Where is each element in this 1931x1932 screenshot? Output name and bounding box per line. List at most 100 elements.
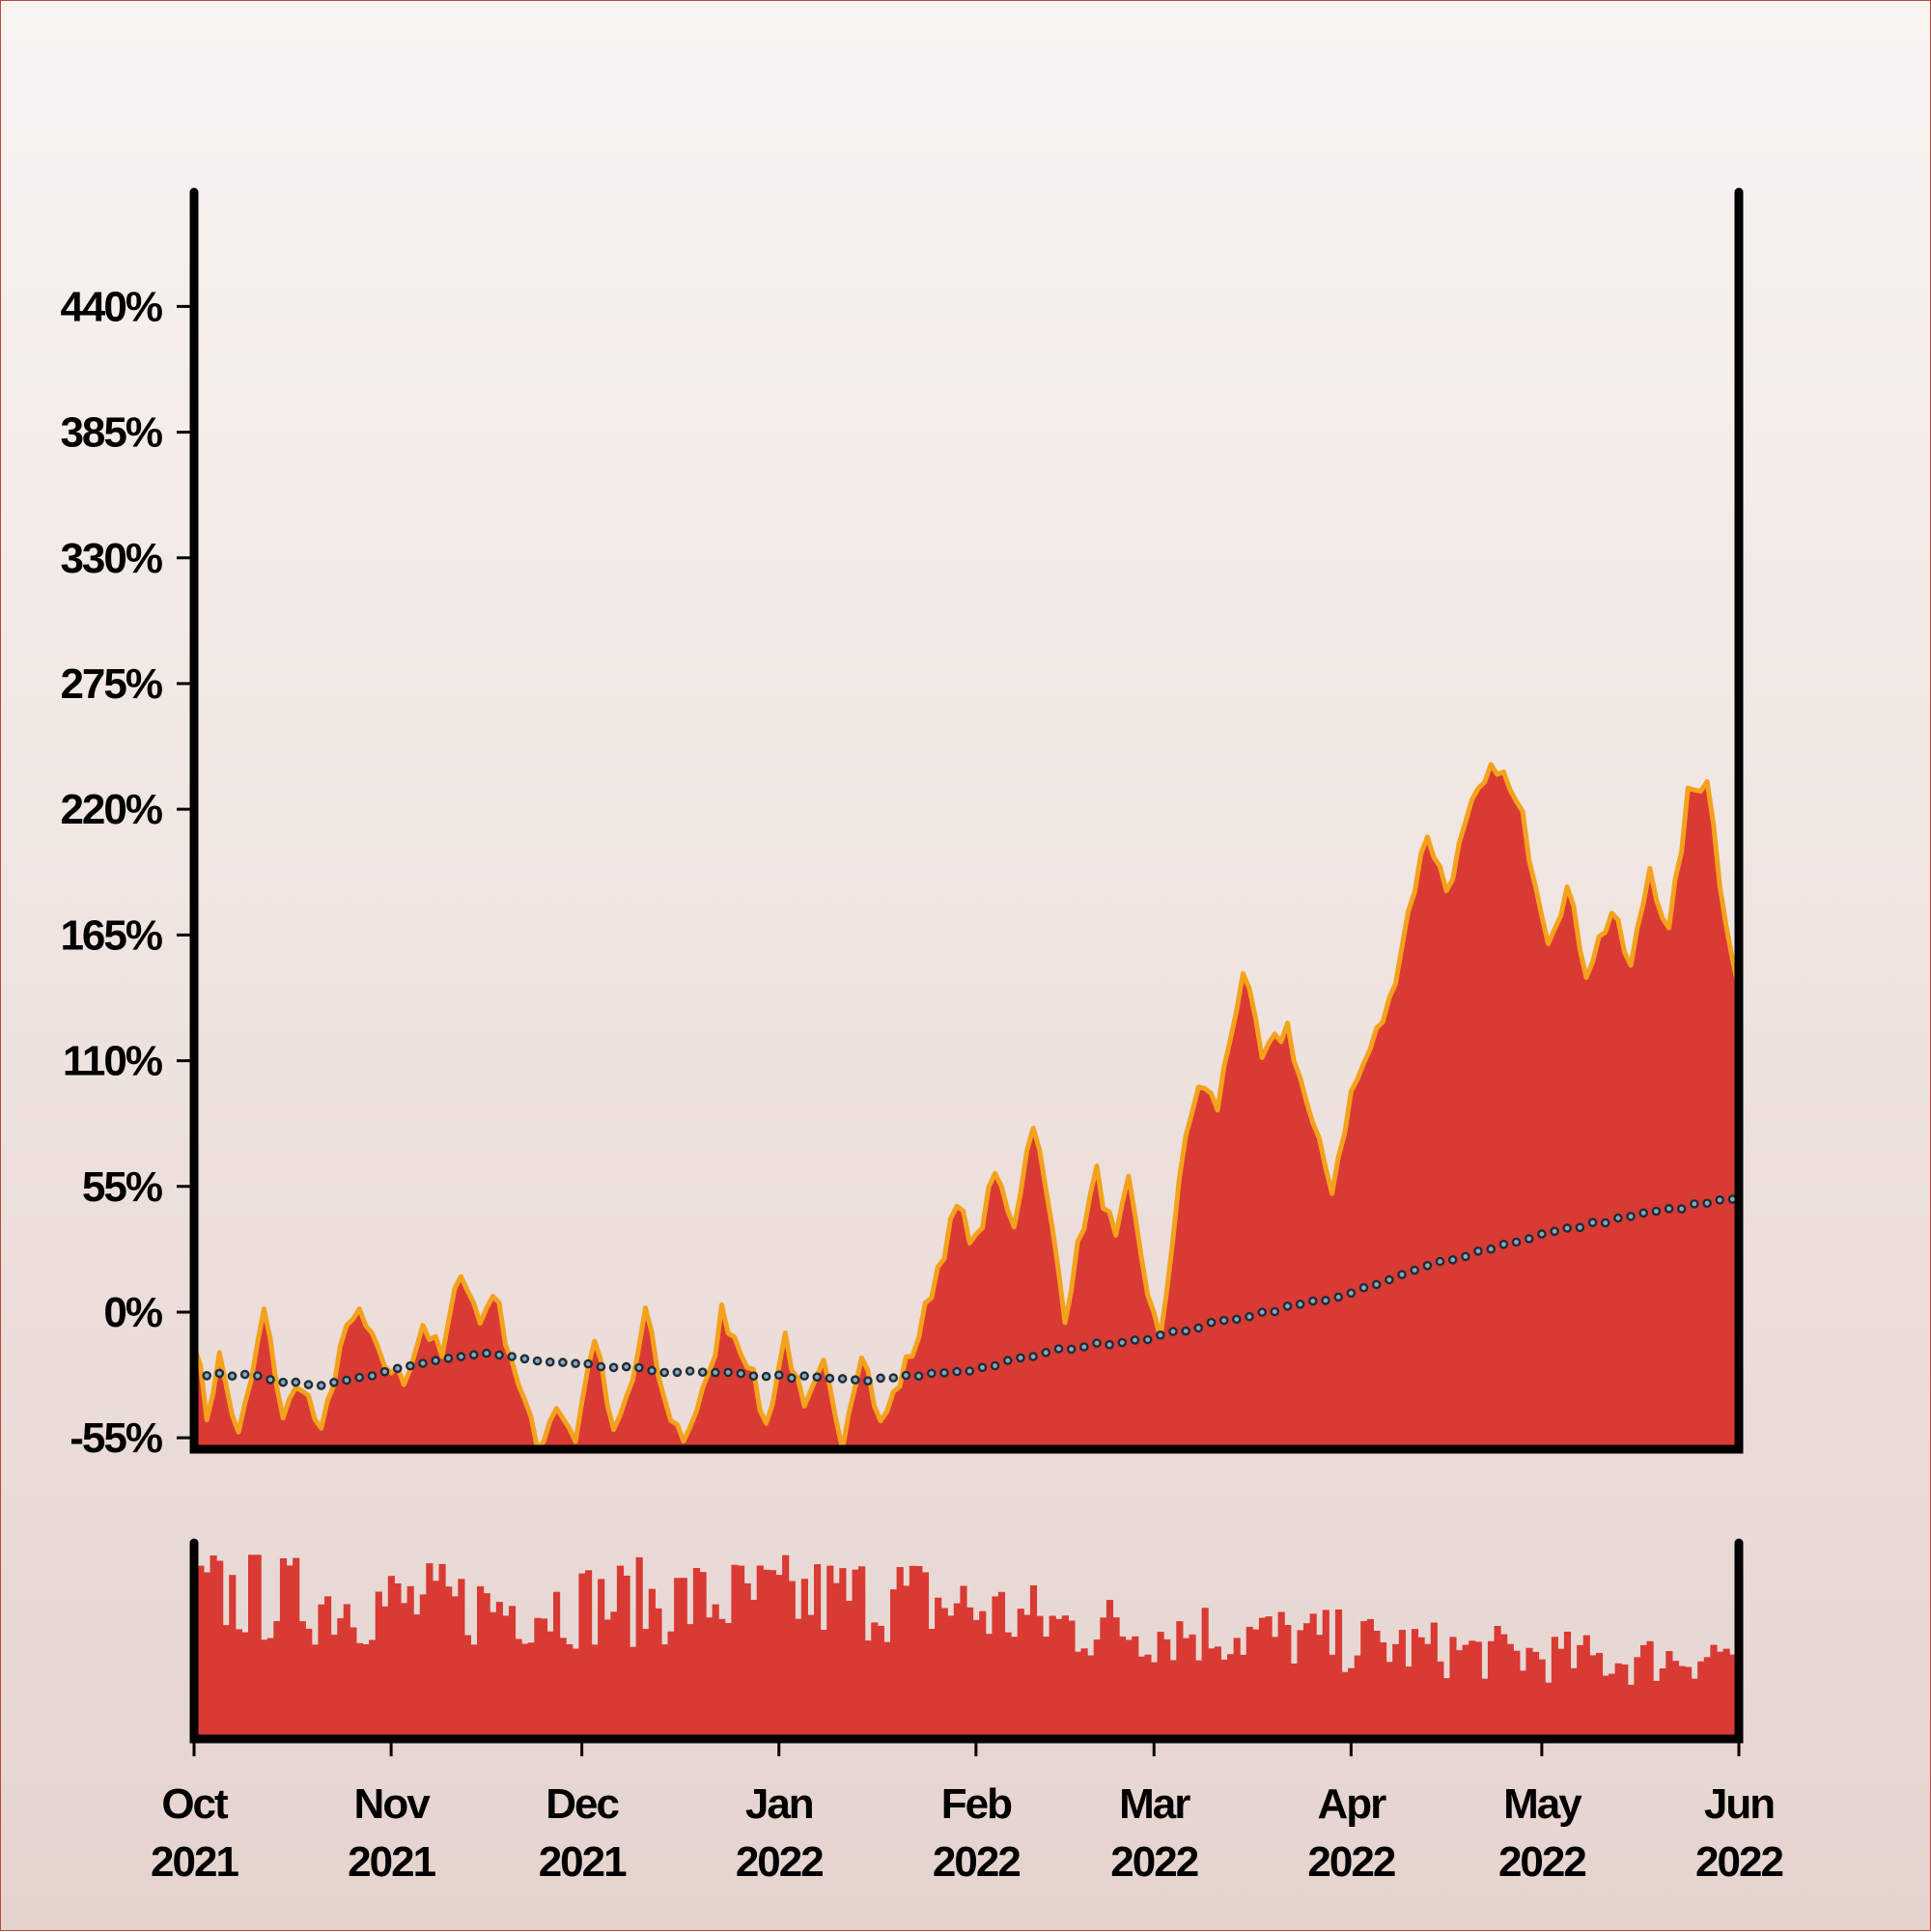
moving-average-point bbox=[774, 1370, 784, 1380]
moving-average-point bbox=[1600, 1218, 1610, 1228]
moving-average-point bbox=[1422, 1261, 1433, 1271]
volume-bar bbox=[502, 1615, 510, 1739]
x-tick-label-month: Jan bbox=[745, 1780, 813, 1828]
moving-average-point bbox=[977, 1362, 988, 1373]
volume-bar bbox=[814, 1564, 822, 1739]
moving-average-point bbox=[1308, 1296, 1318, 1306]
volume-bar bbox=[997, 1591, 1006, 1739]
y-axis: -55% 0% 55% 110% 165% 220% 275% 330% 385% 440% bbox=[60, 283, 194, 1462]
moving-average-point bbox=[583, 1358, 594, 1369]
volume-bar bbox=[972, 1619, 980, 1739]
volume-bar bbox=[935, 1597, 942, 1739]
volume-bar bbox=[1481, 1678, 1489, 1739]
moving-average-point bbox=[1270, 1306, 1280, 1317]
moving-average-point bbox=[507, 1352, 518, 1361]
volume-bar bbox=[1424, 1643, 1432, 1739]
volume-bar bbox=[1119, 1636, 1127, 1739]
x-tick-label-year: 2021 bbox=[151, 1838, 238, 1886]
x-tick-label-month: Jun bbox=[1704, 1780, 1774, 1828]
volume-bar bbox=[1671, 1661, 1680, 1739]
volume-bar bbox=[1449, 1637, 1457, 1739]
volume-bar bbox=[928, 1629, 936, 1739]
volume-bar bbox=[800, 1579, 808, 1739]
volume-bar bbox=[566, 1644, 574, 1739]
moving-average-point bbox=[1587, 1218, 1598, 1227]
volume-bar bbox=[318, 1604, 325, 1739]
volume-bar bbox=[578, 1573, 586, 1739]
volume-bar bbox=[832, 1582, 840, 1739]
volume-bar bbox=[1729, 1654, 1737, 1739]
volume-bar bbox=[1405, 1666, 1413, 1739]
volume-bar bbox=[775, 1575, 783, 1739]
volume-bar bbox=[1589, 1655, 1597, 1739]
volume-bar bbox=[197, 1565, 205, 1739]
volume-bar bbox=[1380, 1642, 1387, 1739]
volume-bar bbox=[355, 1642, 364, 1739]
volume-bar bbox=[585, 1570, 593, 1739]
volume-bar bbox=[1201, 1608, 1209, 1739]
volume-bar bbox=[330, 1635, 338, 1739]
volume-bar bbox=[1227, 1654, 1235, 1739]
moving-average-point bbox=[1511, 1237, 1522, 1247]
moving-average-point bbox=[1257, 1307, 1267, 1317]
moving-average-point bbox=[239, 1369, 250, 1380]
volume-bar bbox=[699, 1572, 707, 1739]
x-tick-label-year: 2022 bbox=[933, 1838, 1020, 1886]
volume-bar bbox=[266, 1638, 274, 1739]
volume-bar bbox=[1557, 1648, 1565, 1739]
volume-bar bbox=[1017, 1609, 1024, 1739]
moving-average-point bbox=[1664, 1204, 1674, 1214]
moving-average-point bbox=[1053, 1344, 1064, 1354]
moving-average-point bbox=[1346, 1288, 1357, 1299]
volume-bar bbox=[1373, 1631, 1381, 1739]
moving-average-point bbox=[1626, 1212, 1636, 1221]
volume-bar bbox=[451, 1596, 459, 1739]
volume-bar bbox=[387, 1576, 395, 1739]
x-tick-label-year: 2022 bbox=[1307, 1838, 1394, 1886]
y-tick-label: 330% bbox=[60, 535, 161, 582]
volume-bar bbox=[1385, 1662, 1393, 1739]
volume-bar bbox=[445, 1586, 453, 1739]
moving-average-point bbox=[672, 1367, 683, 1378]
moving-average-point bbox=[202, 1371, 211, 1381]
moving-average-point bbox=[1193, 1323, 1204, 1333]
volume-bar bbox=[248, 1554, 256, 1739]
volume-bar bbox=[896, 1567, 904, 1739]
volume-bar bbox=[1309, 1613, 1317, 1739]
volume-bar bbox=[1195, 1660, 1203, 1739]
volume-bar bbox=[534, 1617, 542, 1739]
volume-bar bbox=[305, 1628, 313, 1739]
volume-bar bbox=[953, 1603, 961, 1739]
volume-bar bbox=[1506, 1643, 1514, 1739]
volume-bar bbox=[903, 1585, 910, 1739]
volume-bar bbox=[940, 1608, 948, 1739]
volume-bar bbox=[337, 1618, 345, 1739]
volume-bar bbox=[375, 1591, 382, 1739]
moving-average-point bbox=[1092, 1338, 1102, 1348]
moving-average-point bbox=[1486, 1244, 1496, 1254]
x-axis: Oct 2021 Nov 2021 Dec 2021 Jan 2022 Feb 2022 Mar 20… bbox=[151, 1739, 1784, 1886]
moving-average-point bbox=[1397, 1270, 1407, 1279]
moving-average-point bbox=[1066, 1344, 1077, 1355]
moving-average-point bbox=[1715, 1195, 1724, 1205]
volume-bar bbox=[692, 1568, 701, 1739]
moving-average-point bbox=[418, 1358, 428, 1368]
volume-bar bbox=[1265, 1616, 1273, 1739]
volume-bar bbox=[1049, 1615, 1056, 1739]
volume-bar bbox=[1189, 1634, 1196, 1739]
moving-average-point bbox=[1245, 1311, 1254, 1322]
moving-average-point bbox=[608, 1362, 619, 1373]
moving-average-point bbox=[291, 1377, 301, 1387]
moving-average-point bbox=[1638, 1208, 1648, 1218]
volume-bar bbox=[979, 1610, 987, 1739]
moving-average-point bbox=[787, 1373, 797, 1384]
moving-average-point bbox=[1524, 1234, 1534, 1244]
moving-average-point bbox=[406, 1360, 415, 1371]
moving-average-point bbox=[723, 1367, 733, 1378]
x-tick-label-month: Nov bbox=[354, 1780, 432, 1828]
moving-average-point bbox=[1358, 1282, 1369, 1293]
volume-bar bbox=[1112, 1617, 1120, 1739]
volume-bar bbox=[1691, 1678, 1698, 1739]
volume-bar bbox=[1392, 1643, 1400, 1739]
